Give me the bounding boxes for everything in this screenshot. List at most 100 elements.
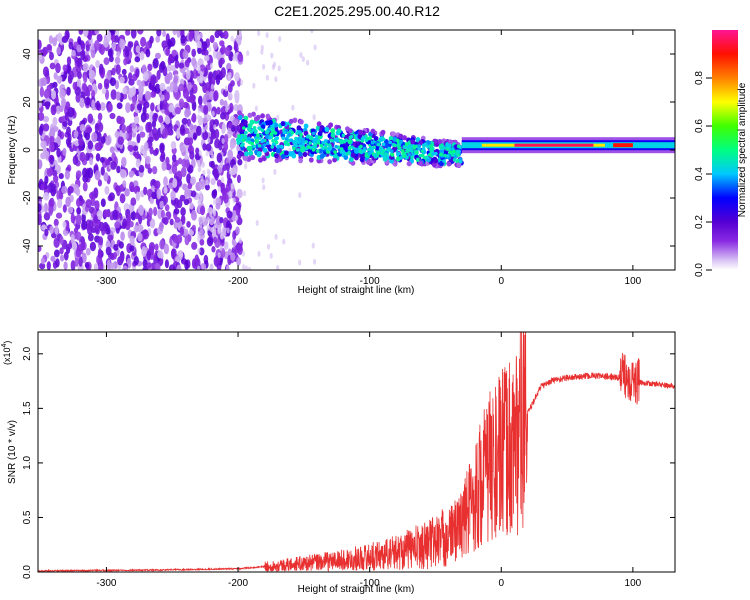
spectrogram-cell [196, 265, 201, 270]
spectrogram-cell [134, 212, 140, 220]
spectrogram-cell [191, 48, 197, 58]
spectrogram-cell [63, 261, 68, 270]
spectrogram-cell [94, 225, 100, 234]
spectrogram-cell [108, 55, 114, 63]
spectrogram-cell [240, 79, 244, 86]
spectrogram-cell [191, 258, 197, 269]
spectrogram-cell [61, 97, 67, 108]
spectrogram-cell [96, 209, 103, 221]
spectrogram-cell [181, 158, 187, 168]
spectrogram-cell [295, 148, 300, 152]
spectrogram-cell [129, 245, 135, 252]
spectrogram-cell [244, 130, 248, 135]
spectrogram-cell [203, 104, 209, 115]
spectrogram-cell [208, 46, 212, 53]
spectrogram-cell [180, 34, 186, 44]
snr-frame [37, 331, 676, 573]
spectrogram-cell [117, 136, 124, 145]
spectrogram-cell [171, 153, 177, 163]
spectrogram-cell [55, 212, 63, 219]
spectrogram-cell [149, 218, 156, 229]
spectrogram-cell [176, 199, 183, 209]
spectrogram-cell [49, 135, 55, 144]
spectrogram-cell [397, 146, 402, 150]
colorbar-ticks: 0.0 0.2 0.4 0.6 0.8 [694, 71, 712, 277]
spectrogram-cell [178, 83, 184, 92]
spectrogram-cell [183, 198, 190, 206]
spectrogram-cell [333, 150, 337, 154]
spectrogram-cell [128, 170, 135, 177]
spectrogram-cell [236, 188, 243, 199]
spectrogram-cell [374, 145, 380, 151]
spectrogram-cell [256, 133, 260, 137]
spectrogram-cell [323, 145, 328, 150]
spectrogram-cell [178, 62, 185, 69]
spectrogram-cell [80, 49, 86, 61]
spectrogram-cell [50, 255, 56, 262]
spectrogram-cell [142, 71, 149, 82]
spectrogram-cell [348, 156, 354, 163]
spectrogram-cell [393, 143, 397, 148]
spectrogram-cell [269, 132, 274, 136]
spectrogram-cell [159, 200, 164, 209]
spectrogram-cell [100, 198, 106, 208]
spectrogram-cell [235, 226, 240, 235]
spectrogram-cell [118, 241, 124, 249]
spectrogram-cell [92, 83, 97, 91]
spectrogram-cell [53, 249, 60, 258]
spectrogram-cell [137, 30, 144, 35]
snr-scale-close: ) [2, 341, 12, 344]
spectrogram-cell [311, 148, 316, 152]
spectrogram-cell [248, 150, 254, 156]
spectrogram-cell [456, 144, 461, 149]
snr-scale-exponent: 4 [1, 343, 8, 347]
spectrogram-cell [159, 239, 165, 250]
spectrogram-cell [210, 133, 217, 140]
spectrogram-cell [312, 258, 317, 265]
spectrogram-cell [376, 142, 381, 147]
spectrogram-cell [316, 121, 322, 127]
spectrogram-cell [246, 50, 250, 57]
spectrogram-cell [98, 263, 103, 270]
spectrogram-cell [171, 248, 177, 257]
spectrogram-cell [219, 162, 224, 169]
spectrogram-cell [168, 264, 176, 270]
spectrogram-cell [303, 123, 309, 129]
spectrogram-cell [197, 199, 201, 206]
spectrogram-cell [152, 58, 159, 69]
spectrogram-cell [226, 210, 233, 219]
spectrogram-cell [67, 107, 75, 118]
spectrogram-cell [106, 227, 111, 235]
spectrogram-cell [74, 256, 79, 267]
spectrogram-cell [186, 189, 192, 198]
spectrogram-cell [140, 112, 147, 123]
spectrogram-cell [299, 52, 303, 59]
spectrogram-cell [230, 183, 234, 190]
spectrogram-cell [107, 102, 113, 113]
spectrogram-cell [217, 185, 222, 192]
spectrogram-cell [51, 183, 56, 191]
spectrogram-cell [225, 220, 231, 230]
spectrogram-cell [163, 186, 168, 194]
spectrogram-cell [152, 149, 159, 156]
spectrogram-cell [232, 197, 236, 204]
spectrogram-cell [61, 185, 68, 194]
spectrogram-cell [405, 148, 411, 154]
spectrogram-cell [372, 145, 376, 150]
spectrogram-cell [144, 90, 152, 101]
snr-x-tick-label: -200 [228, 578, 248, 589]
spectrogram-cell [94, 122, 99, 133]
spectrogram-cell [45, 103, 50, 110]
spectrogram-cell [180, 166, 187, 178]
tone-peak [514, 143, 594, 147]
spectrogram-cell [49, 141, 55, 153]
spectrogram-cell [94, 142, 101, 152]
spectrogram-cell [220, 67, 226, 78]
spectrogram-cell [184, 108, 191, 118]
spectrogram-cell [234, 72, 240, 82]
spectrogram-cell [229, 191, 233, 198]
spectrogram-cell [129, 220, 134, 228]
spectrogram-cell [298, 192, 302, 199]
spectrogram-cell [328, 146, 332, 151]
spectrogram-cell [176, 264, 182, 270]
